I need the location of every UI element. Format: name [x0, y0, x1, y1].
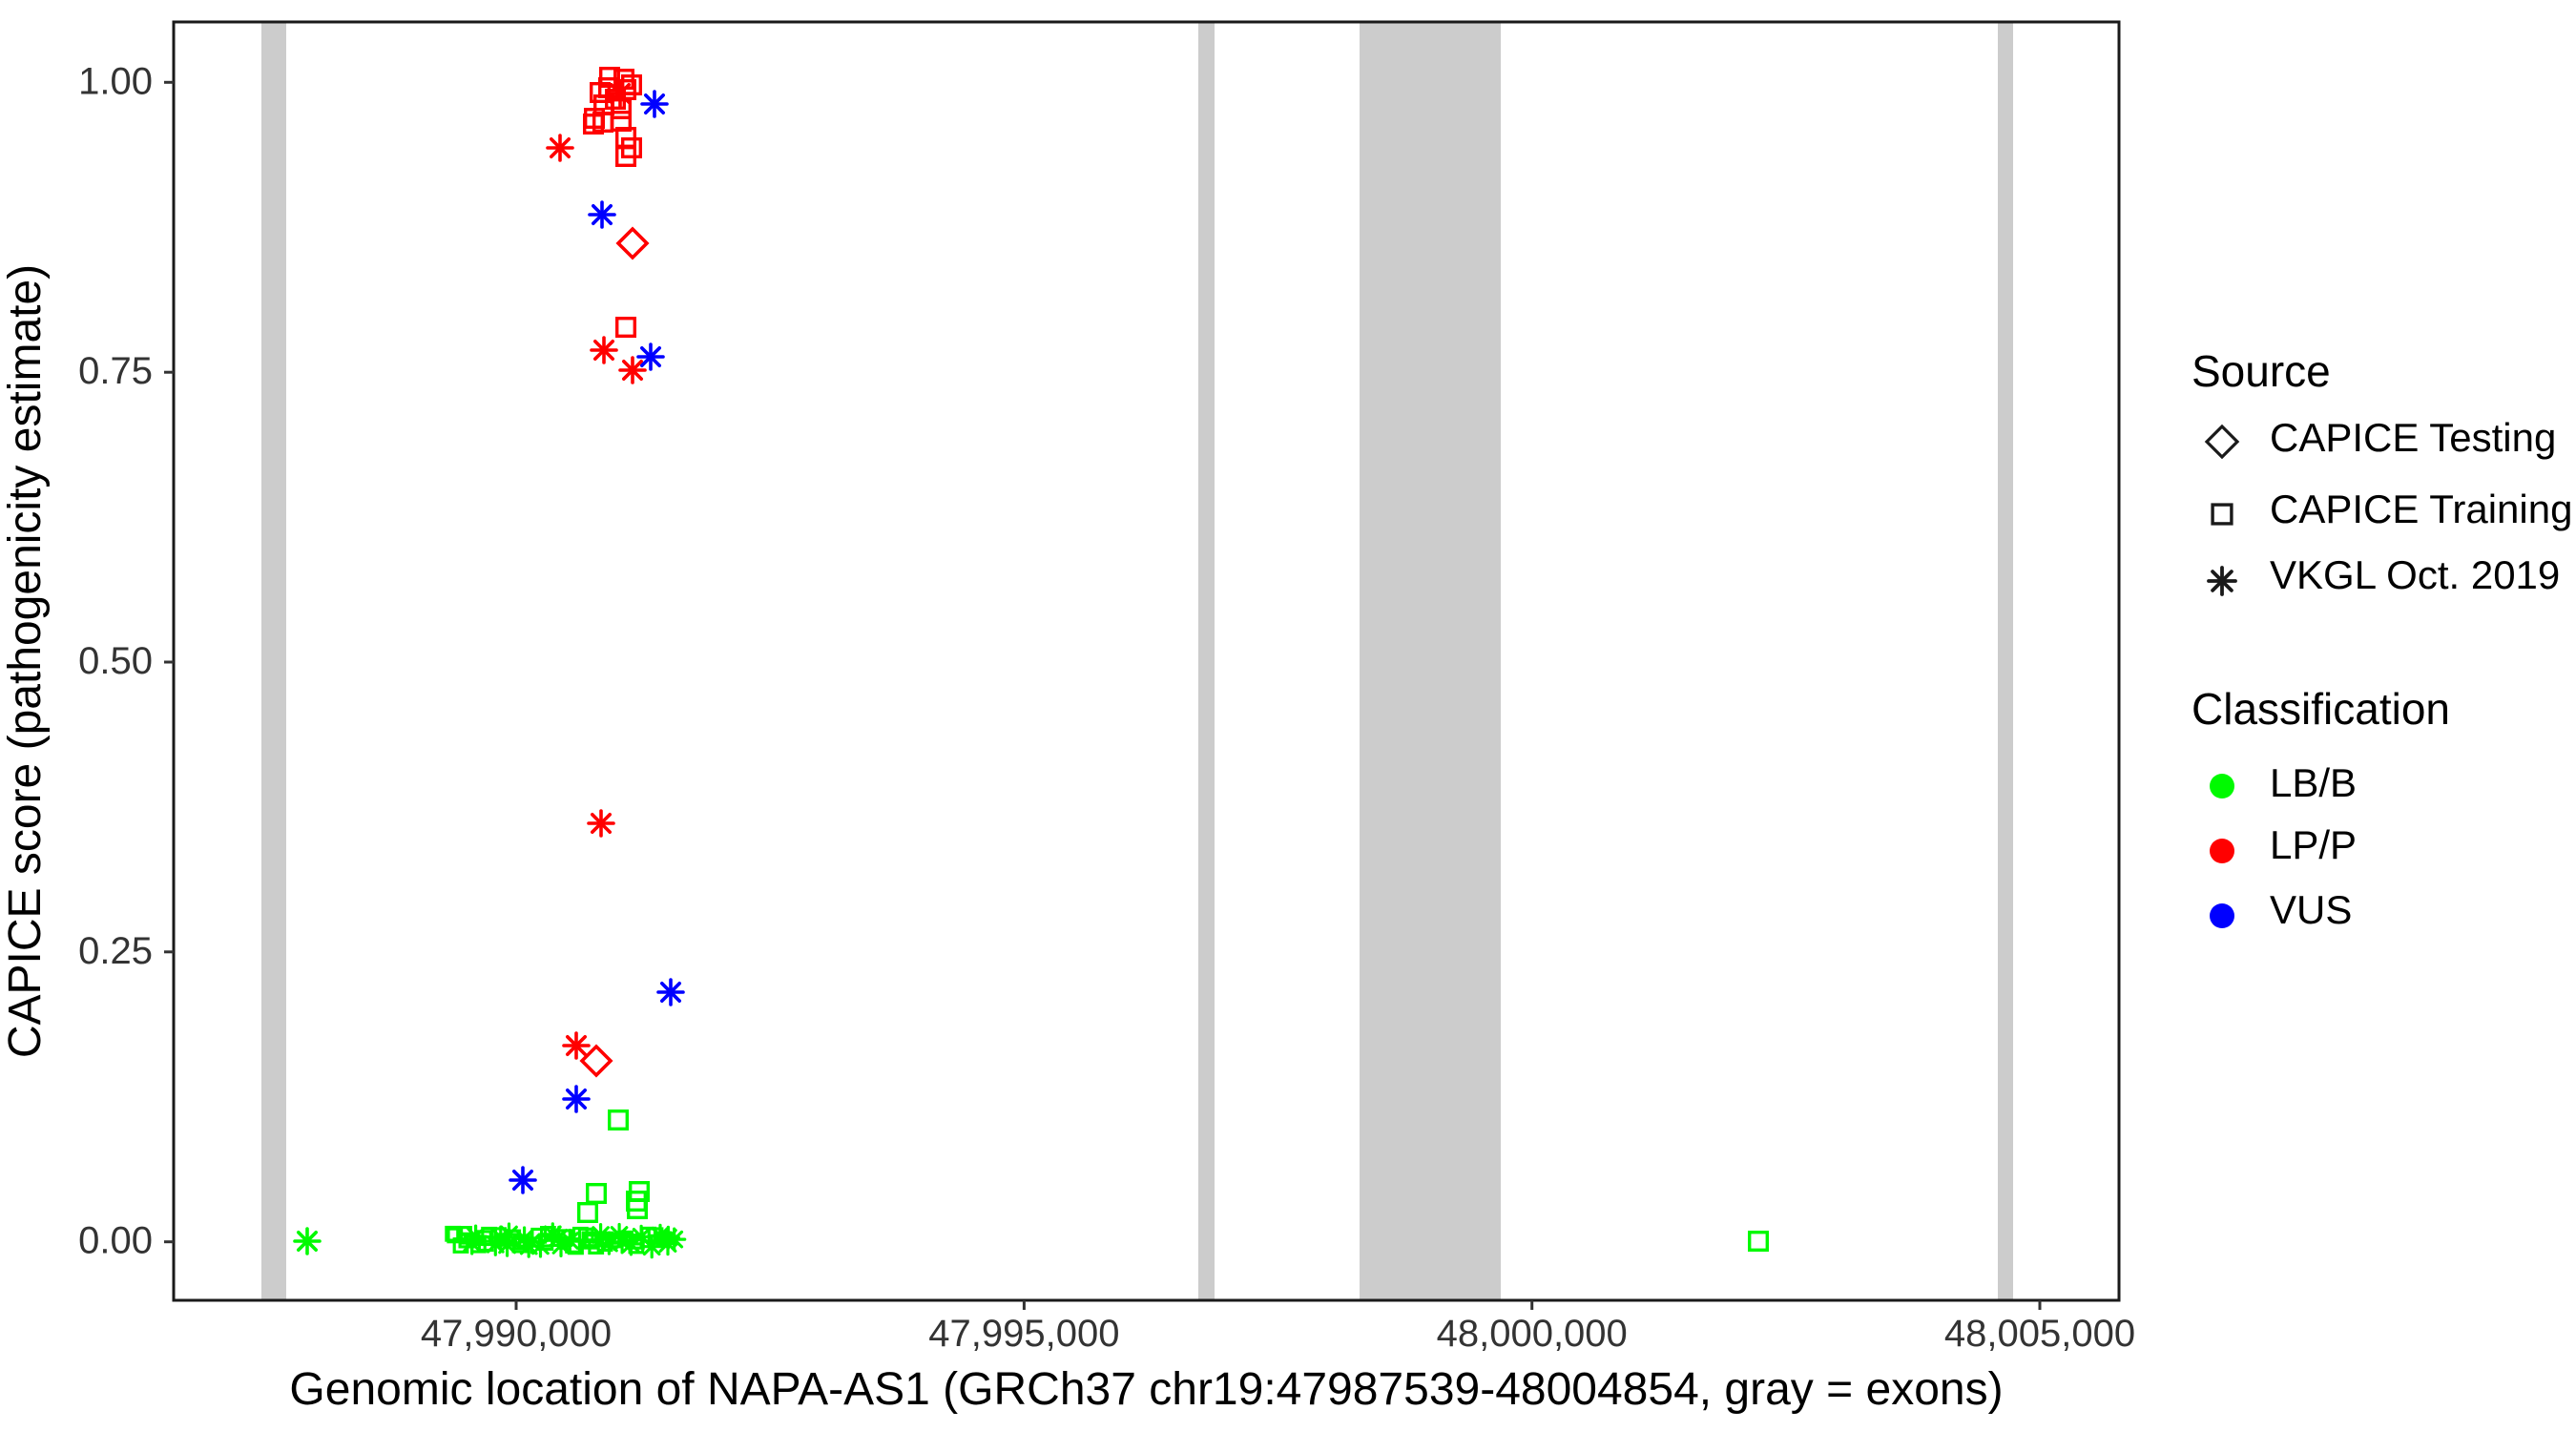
svg-text:0.50: 0.50: [78, 640, 153, 682]
svg-text:LB/B: LB/B: [2270, 760, 2357, 805]
svg-text:CAPICE Training: CAPICE Training: [2270, 487, 2572, 531]
svg-text:Classification: Classification: [2192, 684, 2450, 734]
svg-text:CAPICE Testing: CAPICE Testing: [2270, 415, 2556, 460]
svg-text:47,995,000: 47,995,000: [928, 1313, 1119, 1355]
svg-text:LP/P: LP/P: [2270, 822, 2357, 867]
svg-text:47,990,000: 47,990,000: [421, 1313, 612, 1355]
svg-text:0.75: 0.75: [78, 350, 153, 392]
svg-text:48,005,000: 48,005,000: [1944, 1313, 2135, 1355]
svg-text:Genomic location of NAPA-AS1 (: Genomic location of NAPA-AS1 (GRCh37 chr…: [289, 1364, 2003, 1415]
svg-text:1.00: 1.00: [78, 60, 153, 102]
svg-text:VUS: VUS: [2270, 887, 2352, 932]
svg-text:VKGL Oct. 2019: VKGL Oct. 2019: [2270, 552, 2560, 597]
svg-text:48,000,000: 48,000,000: [1437, 1313, 1628, 1355]
svg-text:Source: Source: [2192, 346, 2331, 396]
svg-text:0.00: 0.00: [78, 1220, 153, 1262]
svg-text:0.25: 0.25: [78, 930, 153, 972]
svg-text:CAPICE score (pathogenicity es: CAPICE score (pathogenicity estimate): [0, 264, 51, 1058]
